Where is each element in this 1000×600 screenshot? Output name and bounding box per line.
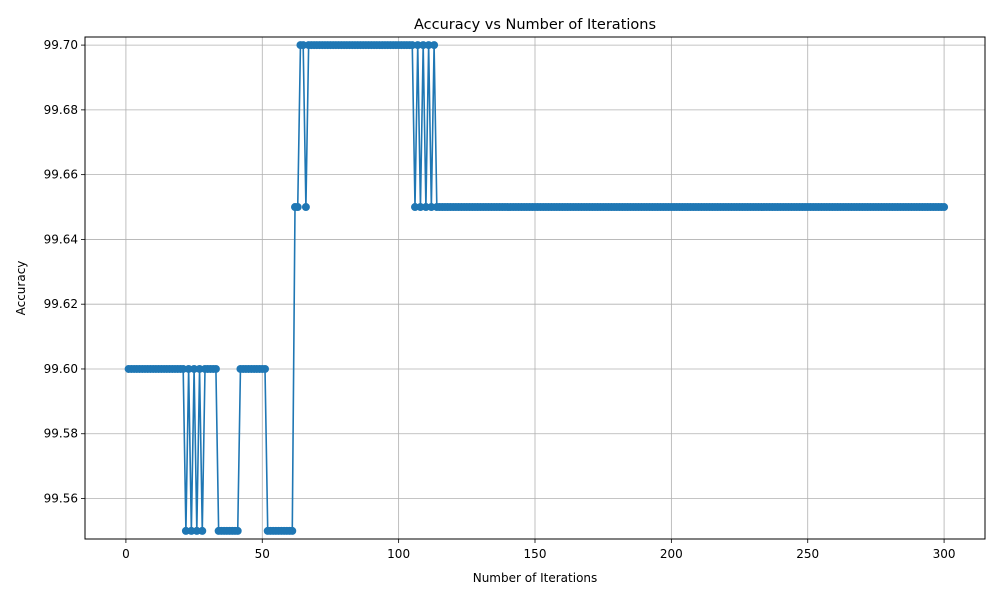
data-point bbox=[233, 526, 242, 535]
series-layer bbox=[124, 41, 949, 535]
y-axis-title: Accuracy bbox=[14, 261, 28, 316]
x-axis-ticks: 0 50 100 150 200 250 300 bbox=[122, 539, 956, 561]
data-point bbox=[430, 41, 439, 50]
data-point bbox=[301, 203, 310, 212]
x-tick-label: 300 bbox=[933, 547, 956, 561]
y-tick-label: 99.58 bbox=[44, 427, 78, 441]
y-tick-label: 99.56 bbox=[44, 492, 78, 506]
y-tick-label: 99.70 bbox=[44, 38, 78, 52]
grid bbox=[85, 37, 985, 539]
x-tick-label: 150 bbox=[524, 547, 547, 561]
x-tick-label: 100 bbox=[387, 547, 410, 561]
y-tick-label: 99.60 bbox=[44, 362, 78, 376]
x-tick-label: 250 bbox=[796, 547, 819, 561]
y-tick-label: 99.68 bbox=[44, 103, 78, 117]
x-tick-label: 50 bbox=[255, 547, 270, 561]
data-point bbox=[261, 364, 269, 373]
data-point bbox=[198, 526, 207, 535]
y-axis-ticks: 99.56 99.58 99.60 99.62 99.64 99.66 99.68 99.70 bbox=[44, 38, 85, 506]
data-point bbox=[940, 203, 949, 212]
x-tick-label: 0 bbox=[122, 547, 130, 561]
data-point bbox=[293, 203, 302, 212]
y-tick-label: 99.66 bbox=[44, 168, 78, 182]
data-point bbox=[288, 526, 297, 535]
y-tick-label: 99.64 bbox=[44, 232, 78, 246]
data-point bbox=[211, 364, 220, 373]
x-tick-label: 200 bbox=[660, 547, 683, 561]
chart-title: Accuracy vs Number of Iterations bbox=[414, 17, 656, 33]
y-tick-label: 99.62 bbox=[44, 297, 78, 311]
x-axis-title: Number of Iterations bbox=[473, 571, 598, 585]
